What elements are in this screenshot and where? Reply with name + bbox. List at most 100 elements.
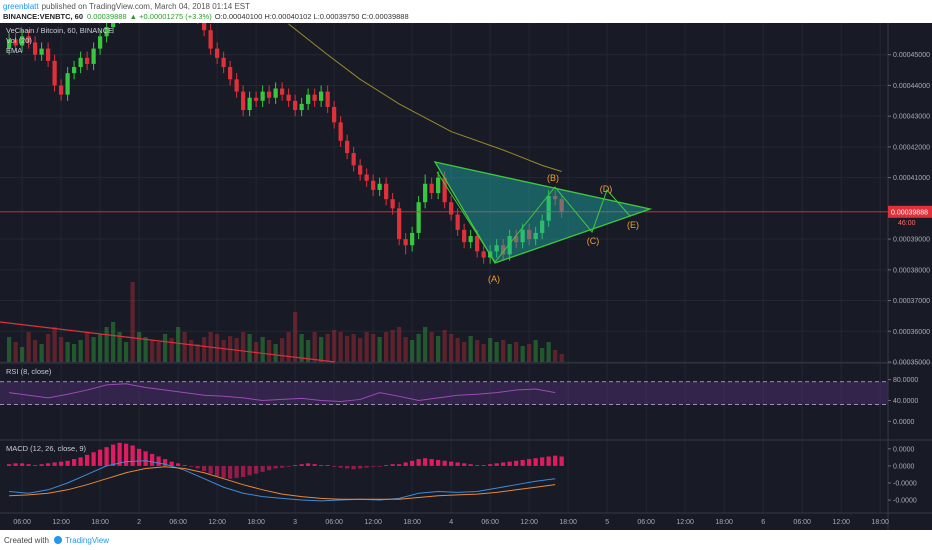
- volume-bar: [436, 336, 441, 362]
- y-tick-label: -0.0000: [893, 480, 917, 487]
- candle-body: [507, 236, 512, 255]
- macd-hist-bar: [325, 465, 330, 466]
- price: 0.00039888: [87, 12, 127, 21]
- macd-hist-bar: [364, 465, 369, 468]
- last-price-box: [888, 205, 932, 218]
- volume-bar: [488, 338, 493, 362]
- macd-hist-bar: [195, 465, 200, 469]
- macd-hist-bar: [124, 443, 129, 466]
- macd-pane: [6, 442, 564, 502]
- candle-body: [6, 39, 12, 49]
- candle-body: [221, 57, 226, 68]
- macd-hist-bar: [351, 465, 356, 470]
- y-tick-label: 0.00041000: [893, 175, 930, 182]
- candle-body: [71, 67, 77, 74]
- volume-bar: [202, 337, 207, 362]
- candle-body: [241, 91, 246, 111]
- volume-bar: [137, 332, 142, 362]
- macd-hist-bar: [475, 465, 480, 466]
- candle-body: [468, 236, 473, 243]
- candle-body: [97, 36, 103, 49]
- macd-hist-bar: [156, 456, 161, 466]
- header-line1: greenblatt published on TradingView.com, …: [3, 2, 250, 11]
- candle-body: [351, 153, 356, 166]
- volume-bar: [384, 332, 389, 362]
- y-tick-label: 0.00045000: [893, 52, 930, 59]
- volume-bar: [481, 344, 486, 362]
- macd-hist-bar: [410, 460, 415, 466]
- footer-created: Created with: [4, 536, 49, 545]
- candle-body: [462, 229, 467, 243]
- candle-body: [39, 48, 44, 55]
- macd-hist-bar: [416, 459, 421, 466]
- volume-bar: [553, 350, 558, 362]
- candle-body: [540, 220, 545, 233]
- macd-hist-bar: [540, 457, 545, 466]
- x-tick-label: 12:00: [676, 519, 694, 526]
- macd-hist-bar: [208, 465, 213, 474]
- macd-hist-bar: [371, 465, 376, 467]
- countdown: 46:00: [898, 220, 916, 227]
- macd-hist-bar: [254, 465, 259, 474]
- brand-logo: [54, 536, 62, 544]
- volume-bar: [468, 336, 473, 362]
- volume-bar: [559, 354, 564, 362]
- macd-hist-bar: [501, 462, 506, 466]
- author[interactable]: greenblatt: [3, 2, 39, 11]
- y-tick-label: 0.0000: [893, 463, 915, 470]
- candle-body: [312, 94, 317, 101]
- macd-hist-bar: [58, 461, 64, 466]
- macd-hist-bar: [280, 465, 285, 468]
- macd-hist-bar: [332, 465, 337, 467]
- macd-hist-bar: [293, 465, 298, 466]
- macd-hist-bar: [13, 463, 18, 466]
- macd-hist-bar: [527, 459, 532, 466]
- candle-body: [475, 236, 480, 252]
- macd-hist-bar: [52, 462, 57, 466]
- y-tick-label: 0.00036000: [893, 329, 930, 336]
- macd-hist-bar: [65, 460, 70, 466]
- macd-hist-bar: [403, 462, 408, 466]
- last-price-label: 0.00039888: [891, 209, 928, 216]
- volume-bar: [442, 330, 447, 362]
- candle-body: [533, 232, 538, 240]
- volume-bar: [19, 347, 25, 362]
- volume-bar: [423, 327, 428, 362]
- volume-bar: [462, 342, 467, 362]
- y-tick-label: 0.00042000: [893, 144, 930, 151]
- change: ▲ +0.00001275 (+3.3%): [130, 12, 213, 21]
- macd-hist-bar: [384, 465, 389, 466]
- candle-body: [254, 97, 259, 101]
- footer-brand[interactable]: TradingView: [65, 536, 109, 545]
- volume-bar: [377, 337, 382, 362]
- candle-body: [111, 23, 116, 28]
- macd-hist-bar: [306, 463, 311, 466]
- candle-body: [332, 106, 337, 123]
- volume-bar: [104, 327, 109, 362]
- volume-bar: [111, 322, 116, 362]
- macd-hist-bar: [338, 465, 343, 468]
- volume-bar: [156, 342, 161, 362]
- candle-body: [52, 60, 57, 86]
- candle-body: [247, 97, 252, 111]
- macd-hist-bar: [111, 444, 116, 466]
- chart-bg: [0, 23, 932, 530]
- volume-bar: [189, 340, 194, 362]
- volume-bar: [97, 334, 103, 362]
- volume-bar: [455, 338, 460, 362]
- macd-title: MACD (12, 26, close, 9): [6, 444, 87, 453]
- macd-hist-bar: [436, 459, 441, 466]
- candle-body: [58, 85, 64, 95]
- drawings: (A) (B) (C) (D) (E): [0, 161, 653, 363]
- y-tick-label: 0.00044000: [893, 83, 930, 90]
- volume-bar: [78, 340, 83, 362]
- volume-bar: [507, 344, 512, 362]
- macd-hist-bar: [507, 461, 512, 466]
- candle-body: [390, 199, 395, 209]
- volume-bar: [130, 282, 135, 362]
- legend-vol: Vol (20): [6, 36, 32, 45]
- candle-body: [449, 202, 454, 215]
- x-tick-label: 06:00: [637, 519, 655, 526]
- candle-body: [273, 88, 278, 98]
- macd-hist-bar: [221, 465, 226, 478]
